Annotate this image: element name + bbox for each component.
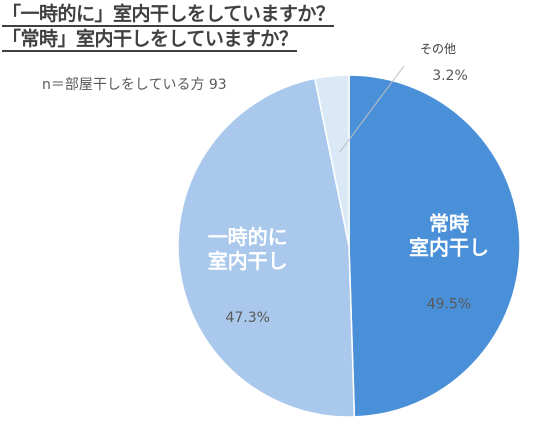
slice-value-1: 49.5%	[427, 296, 471, 312]
leader-line	[339, 65, 405, 153]
slice-value-3: 3.2%	[432, 68, 468, 84]
slice-label-3: その他	[420, 42, 456, 56]
title-line-1: 「一時的に」室内干しをしていますか？	[2, 3, 335, 27]
title-line-2: 「常時」室内干しをしていますか？	[2, 28, 298, 52]
slice-value-2: 47.3%	[225, 310, 269, 326]
slice-label-1-line-1: 常時	[429, 211, 469, 235]
slice-3	[313, 74, 350, 247]
slice-label-2-line-2: 室内干し	[208, 249, 288, 273]
chart-title: 「一時的に」室内干しをしていますか？ 「常時」室内干しをしていますか？	[2, 2, 335, 52]
slice-2	[177, 77, 356, 418]
slice-label-1-line-2: 室内干し	[409, 235, 489, 259]
sample-note: n＝部屋干しをしている方 93	[42, 77, 227, 93]
slice-1	[348, 74, 521, 418]
slice-label-2-line-1: 一時的に	[208, 225, 288, 249]
